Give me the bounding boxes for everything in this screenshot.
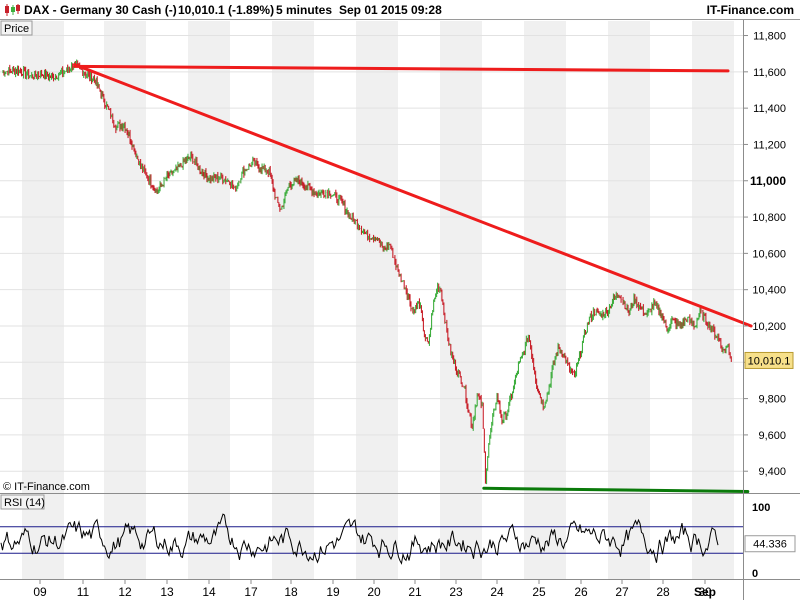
x-tick-label: 13 (160, 585, 174, 599)
chart-frame (0, 20, 800, 600)
day-stripe (22, 21, 64, 493)
day-stripe (104, 21, 146, 493)
y-tick-label: 11,600 (753, 67, 786, 79)
day-stripe (692, 21, 734, 493)
trend-lines (73, 63, 753, 494)
day-stripe (188, 494, 230, 579)
datetime-label: Sep 01 2015 09:28 (339, 3, 442, 17)
y-tick-label: 11,000 (750, 174, 786, 188)
y-tick-label: 10,200 (752, 321, 786, 333)
x-tick-label: 14 (202, 585, 216, 599)
y-tick-label: 9,800 (758, 394, 786, 406)
price-panel-label: Price (4, 23, 29, 35)
x-tick-label: Sep (694, 585, 716, 599)
grid-lines (0, 35, 743, 472)
interval-label: 5 minutes (276, 3, 333, 17)
x-tick-label: 19 (326, 585, 340, 599)
y-tick-label: 10,800 (752, 212, 786, 224)
x-tick-label: 21 (408, 585, 422, 599)
last-price-badge (744, 351, 794, 369)
down-trend-line[interactable] (73, 63, 753, 328)
x-tick-label: 11 (77, 585, 90, 599)
y-tick-label: 10,600 (752, 248, 786, 260)
rsi-line (0, 513, 719, 565)
day-stripes (22, 21, 734, 579)
chart-header: DAX - Germany 30 Cash (-) 10,010.1 (-1.8… (0, 0, 800, 20)
candlestick-icon (5, 4, 20, 16)
x-tick-label: 30 (698, 585, 712, 599)
x-tick-label: 28 (656, 585, 670, 599)
x-tick-label: 20 (367, 585, 381, 599)
brand-label: IT-Finance.com (706, 3, 794, 17)
day-stripe (272, 494, 314, 579)
rsi-series (0, 513, 743, 565)
day-stripe (188, 21, 230, 493)
day-stripe (104, 494, 146, 579)
x-tick-label: 26 (574, 585, 588, 599)
day-stripe (440, 494, 482, 579)
instrument-name: DAX - Germany 30 Cash (-) (24, 3, 177, 17)
day-stripe (608, 21, 650, 493)
last-price-change: 10,010.1 (-1.89%) (178, 3, 275, 17)
rsi-last-label: 44.336 (753, 539, 787, 551)
x-tick-label: 23 (449, 585, 463, 599)
x-tick-label: 18 (284, 585, 298, 599)
day-stripe (692, 494, 734, 579)
last-price-label: 10,010.1 (748, 355, 791, 367)
y-tick-label: 11,400 (753, 103, 786, 115)
y-tick-label: 11,200 (753, 139, 786, 151)
resistance-line[interactable] (73, 64, 730, 73)
rsi-panel-tab[interactable] (0, 494, 45, 510)
day-stripe (524, 21, 566, 493)
x-tick-label: 24 (490, 585, 504, 599)
y-tick-label: 10,400 (752, 285, 786, 297)
day-stripe (272, 21, 314, 493)
y-tick-label: 11,800 (753, 31, 786, 43)
rsi-last-badge (744, 535, 796, 553)
rsi-tick-label: 0 (752, 568, 758, 580)
x-tick-label: 09 (33, 585, 47, 599)
copyright-label: © IT-Finance.com (3, 481, 90, 493)
day-stripe (440, 21, 482, 493)
price-panel-tab[interactable] (0, 20, 33, 36)
day-stripe (356, 21, 398, 493)
x-tick-label: 25 (532, 585, 546, 599)
y-tick-label: 9,600 (758, 430, 786, 442)
support-line[interactable] (482, 486, 750, 494)
rsi-tick-label: 100 (752, 502, 770, 514)
y-axis: 9,4009,6009,80010,00010,20010,40010,6001… (743, 31, 796, 580)
x-tick-label: 12 (118, 585, 132, 599)
rsi-panel-label: RSI (14) (4, 497, 45, 509)
price-series (2, 59, 732, 485)
y-tick-label: 9,400 (758, 466, 786, 478)
x-tick-label: 17 (244, 585, 258, 599)
x-tick-label: 27 (615, 585, 629, 599)
day-stripe (524, 494, 566, 579)
